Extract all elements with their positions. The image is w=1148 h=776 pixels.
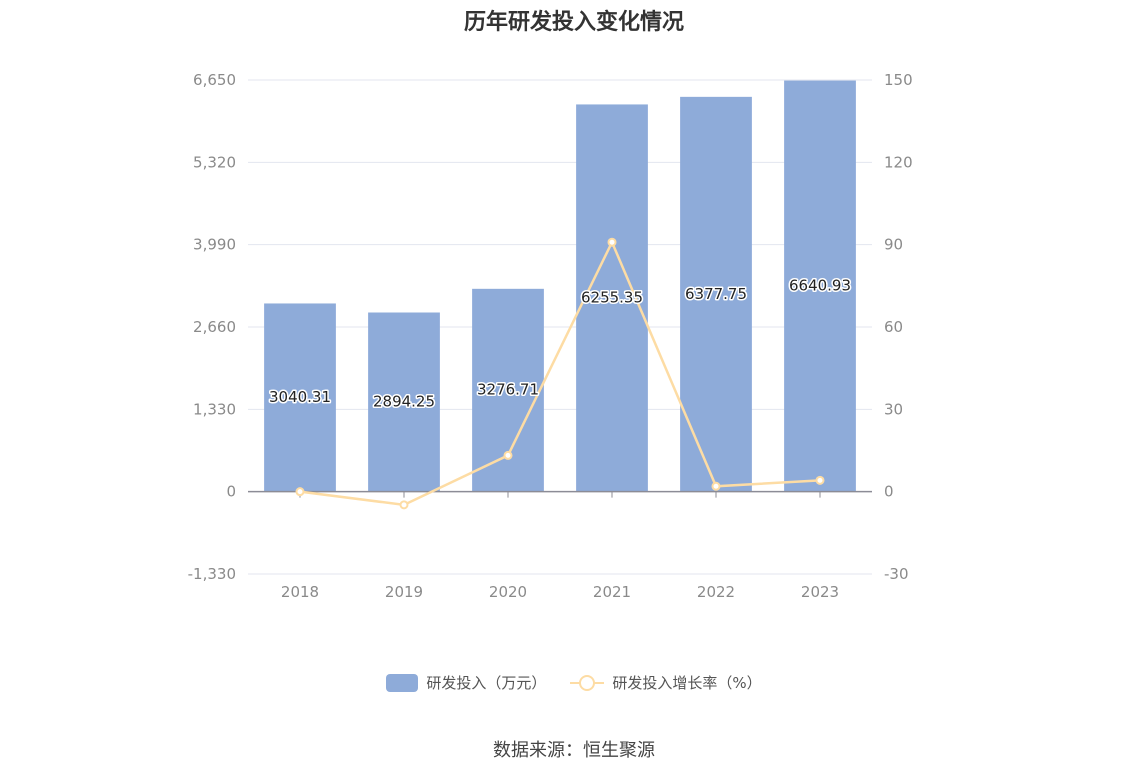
growth-rate-line [299, 239, 821, 507]
y-left-tick-label: 0 [226, 483, 236, 501]
growth-rate-point [711, 481, 721, 491]
y-right-tick-label: 30 [884, 400, 903, 418]
x-tick-label: 2020 [489, 583, 527, 601]
x-tick-label: 2022 [697, 583, 735, 601]
y-left-tick-label: 1,330 [193, 400, 236, 418]
y-left-tick-label: 3,990 [193, 236, 236, 254]
chart-title: 历年研发投入变化情况 [463, 10, 684, 35]
y-left-tick-label: 2,660 [193, 318, 236, 336]
y-right-tick-label: -30 [884, 565, 909, 583]
growth-rate-point [295, 487, 305, 497]
legend: 研发投入（万元） 研发投入增长率（%） [0, 672, 1148, 693]
y-left-tick-label: 6,650 [193, 71, 236, 89]
bar-series [264, 80, 856, 492]
x-tick-label: 2018 [281, 583, 319, 601]
y-left-tick-label: -1,330 [188, 565, 236, 583]
grid-lines [248, 79, 872, 575]
growth-rate-point [399, 500, 409, 510]
bar-data-label: 6377.75 [685, 285, 747, 303]
legend-item-growth-rate[interactable]: 研发投入增长率（%） [570, 672, 762, 693]
bar [784, 80, 856, 492]
axes: -1,330 0 1,330 2,660 3,990 5,320 6,650 -30 0 30 60… [188, 71, 913, 601]
bar-data-label: 2894.25 [373, 393, 435, 411]
x-tick-label: 2021 [593, 583, 631, 601]
bar [264, 303, 336, 492]
legend-label-growth-rate: 研发投入增长率（%） [612, 674, 762, 692]
y-right-tick-label: 0 [884, 483, 894, 501]
bar-data-label: 6640.93 [789, 277, 851, 295]
growth-rate-point [607, 237, 617, 247]
data-source: 数据来源：恒生聚源 [493, 740, 655, 761]
legend-label-rd-investment: 研发投入（万元） [426, 674, 547, 692]
bar-labels: 3040.31 2894.25 3276.71 6255.35 6377.75 6640.… [267, 275, 852, 412]
growth-rate-point [503, 450, 513, 460]
legend-line-swatch [570, 674, 605, 692]
bar [368, 312, 440, 492]
bar-data-label: 6255.35 [581, 289, 643, 307]
y-right-tick-label: 150 [884, 71, 913, 89]
y-right-tick-label: 90 [884, 236, 903, 254]
legend-item-rd-investment[interactable]: 研发投入（万元） [386, 672, 546, 693]
legend-bar-swatch [386, 673, 419, 692]
growth-rate-point [815, 475, 825, 485]
line-series [295, 237, 825, 510]
bar-data-label: 3040.31 [269, 388, 331, 406]
x-tick-label: 2019 [385, 583, 423, 601]
y-right-tick-label: 60 [884, 318, 903, 336]
bar-data-label: 3276.71 [477, 381, 539, 399]
y-right-tick-label: 120 [884, 153, 913, 171]
bar [680, 96, 752, 492]
y-left-tick-label: 5,320 [193, 153, 236, 171]
x-tick-label: 2023 [801, 583, 839, 601]
